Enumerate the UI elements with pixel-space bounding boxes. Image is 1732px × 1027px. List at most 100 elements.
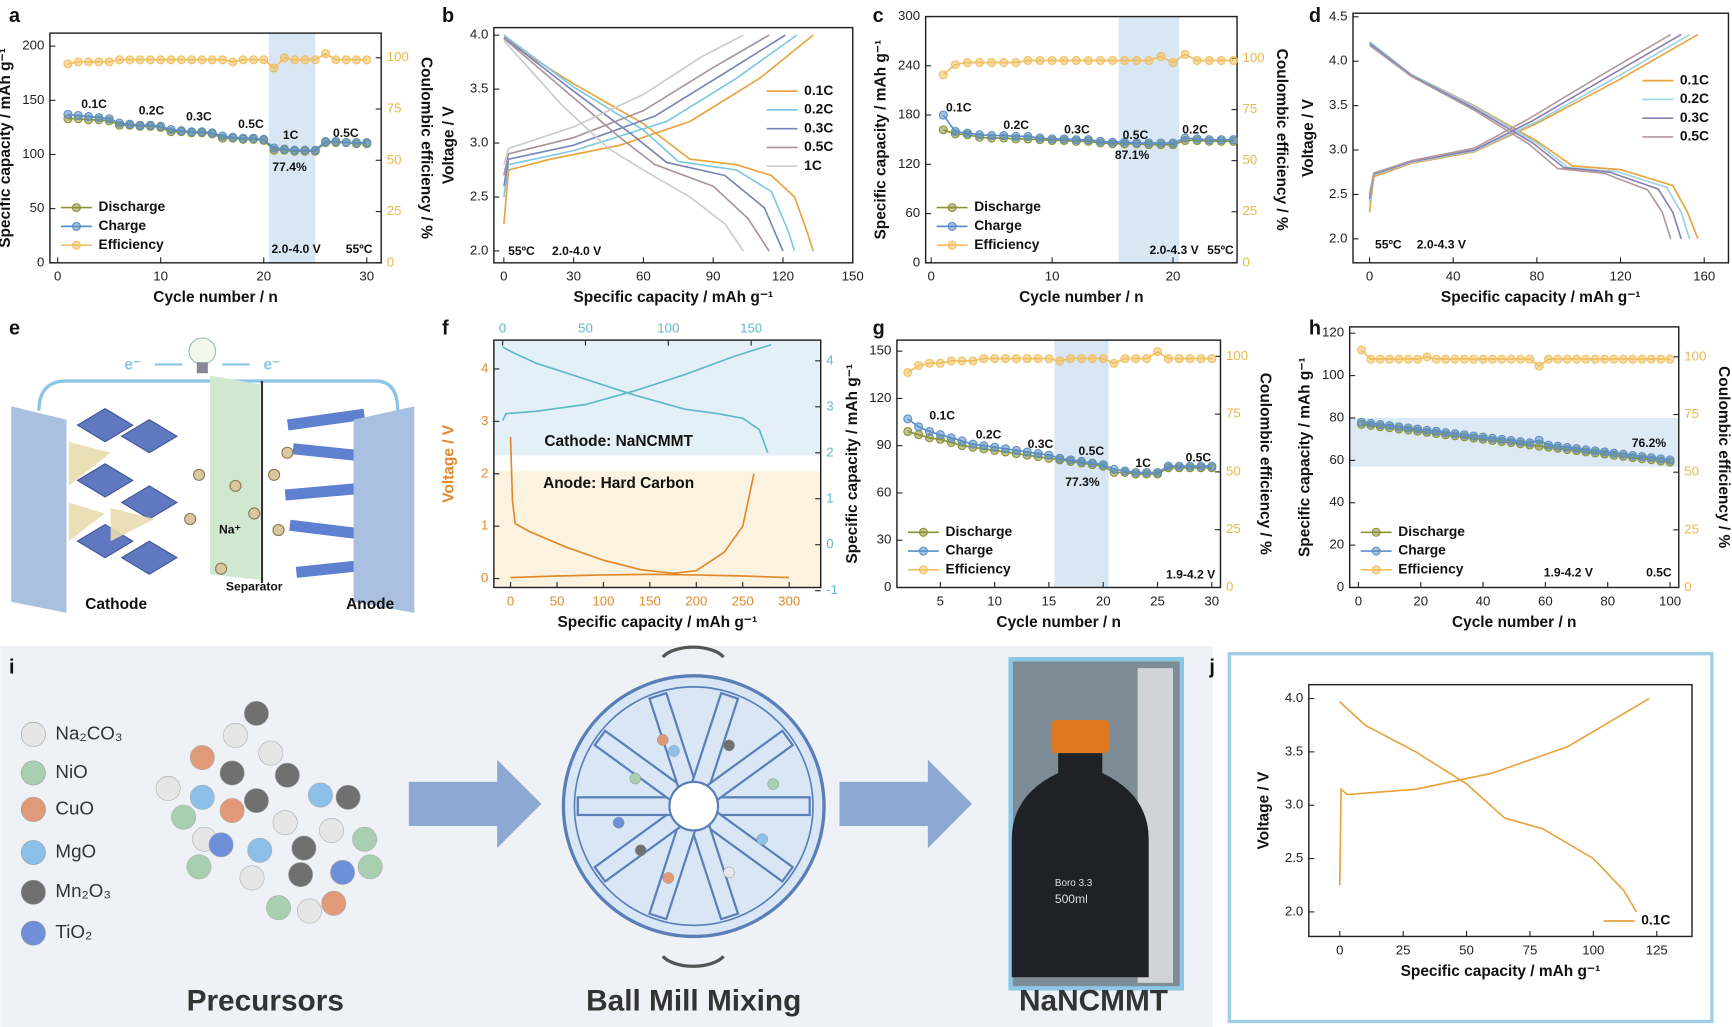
- y-tick-label: 2.0: [1329, 230, 1347, 245]
- data-point: [259, 134, 269, 144]
- y2-tick-label: 75: [1243, 101, 1258, 116]
- y-tick-label: 4: [481, 360, 488, 375]
- x-tick-label: 20: [1413, 593, 1428, 608]
- data-point: [938, 110, 948, 120]
- series-line: [503, 34, 745, 252]
- annotation: 0.3C: [1064, 123, 1090, 137]
- data-point: [63, 109, 73, 119]
- y2-tick-label: 100: [1243, 50, 1265, 65]
- data-point: [1216, 55, 1226, 66]
- x-tick-label: 20: [256, 269, 271, 284]
- data-point: [1216, 135, 1226, 145]
- data-point: [1131, 354, 1141, 364]
- data-point: [1131, 467, 1141, 477]
- y-tick-label: 50: [30, 200, 45, 215]
- y2-tick-label: 75: [387, 101, 402, 116]
- y2-tick-label: 1: [826, 490, 833, 505]
- data-point: [938, 125, 948, 135]
- data-point: [341, 55, 351, 65]
- data-point: [903, 414, 913, 424]
- data-point: [1543, 440, 1554, 450]
- data-point: [207, 55, 217, 65]
- y-tick-label: 150: [22, 92, 44, 107]
- data-point: [145, 55, 155, 65]
- data-point: [1385, 354, 1395, 364]
- data-point: [903, 426, 913, 437]
- data-point: [1506, 435, 1516, 445]
- x-tick-label: 25: [1150, 593, 1165, 608]
- data-point: [950, 126, 960, 137]
- y-tick-label: 40: [1329, 494, 1344, 509]
- data-point: [1098, 354, 1108, 364]
- data-point: [84, 112, 94, 122]
- data-point: [1413, 424, 1423, 434]
- plot-frame: [1348, 326, 1680, 589]
- legend-marker: [71, 203, 81, 213]
- data-point: [1459, 430, 1469, 440]
- data-point: [331, 136, 341, 147]
- panel-label: i: [9, 656, 15, 678]
- data-point: [990, 442, 1000, 452]
- data-point: [362, 55, 372, 65]
- precursor-label: NiO: [55, 761, 87, 782]
- y-axis-label: Voltage / V: [1300, 98, 1317, 177]
- crystal: [76, 407, 178, 575]
- data-point: [176, 55, 186, 65]
- data-point: [1022, 447, 1032, 457]
- plot-frame: [493, 26, 854, 264]
- data-point: [1000, 444, 1011, 454]
- data-point: [1637, 354, 1647, 364]
- annotation: 0.2C: [1182, 123, 1208, 137]
- data-point: [1000, 354, 1011, 364]
- data-point: [914, 361, 924, 371]
- bottle-text: Boro 3.3: [1055, 878, 1093, 889]
- step-label: Ball Mill Mixing: [586, 985, 801, 1018]
- annotation: 1C: [283, 128, 299, 142]
- data-point: [176, 126, 186, 136]
- x-axis-label: Cycle number / n: [1019, 289, 1144, 306]
- annotation: 2.0-4.3 V: [1149, 243, 1198, 257]
- y-tick-label: 180: [898, 107, 920, 122]
- data-point: [248, 133, 258, 143]
- legend-label: 0.2C: [1680, 91, 1709, 106]
- annotation: 0.5C: [238, 117, 264, 131]
- data-point: [968, 439, 978, 449]
- data-point: [114, 118, 125, 128]
- y-tick-label: 120: [1322, 325, 1344, 340]
- step-label: NaNCMMT: [1019, 985, 1168, 1018]
- data-point: [1144, 55, 1154, 66]
- x-tick-label: 0: [1336, 942, 1343, 957]
- y-tick-label: 2: [481, 465, 488, 480]
- x-tick-label: 10: [987, 593, 1002, 608]
- data-point: [935, 430, 945, 440]
- data-point: [269, 63, 279, 73]
- data-point: [1543, 354, 1554, 364]
- y-tick-label: 0: [1337, 579, 1344, 594]
- legend-label: 0.2C: [804, 102, 833, 117]
- x-tick-label: 15: [1042, 593, 1057, 608]
- legend-label: Efficiency: [99, 237, 165, 252]
- data-point: [1431, 426, 1441, 436]
- data-point: [924, 358, 935, 368]
- data-point: [1168, 58, 1178, 68]
- data-point: [1665, 455, 1675, 465]
- data-point: [1011, 354, 1021, 364]
- data-point: [1156, 138, 1166, 148]
- legend-label: 0.1C: [1641, 913, 1670, 928]
- data-point: [1497, 434, 1507, 444]
- series-line: [503, 34, 786, 252]
- data-point: [1033, 354, 1043, 364]
- x-axis-label: Cycle number / n: [153, 289, 278, 306]
- x-tick-label: 30: [359, 269, 374, 284]
- y-tick-label: 30: [877, 532, 892, 547]
- data-point: [73, 57, 83, 67]
- data-point: [1637, 452, 1647, 462]
- data-point: [1196, 354, 1206, 364]
- data-point: [999, 58, 1009, 68]
- x-tick-label: 50: [1459, 942, 1474, 957]
- x-axis-label: Specific capacity / mAh g⁻¹: [1441, 289, 1641, 306]
- series-line: [1368, 33, 1672, 240]
- x-axis-label: Cycle number / n: [1452, 614, 1577, 631]
- y2-axis-label: Coulombic efficiency / %: [417, 57, 434, 239]
- data-point: [1572, 354, 1582, 364]
